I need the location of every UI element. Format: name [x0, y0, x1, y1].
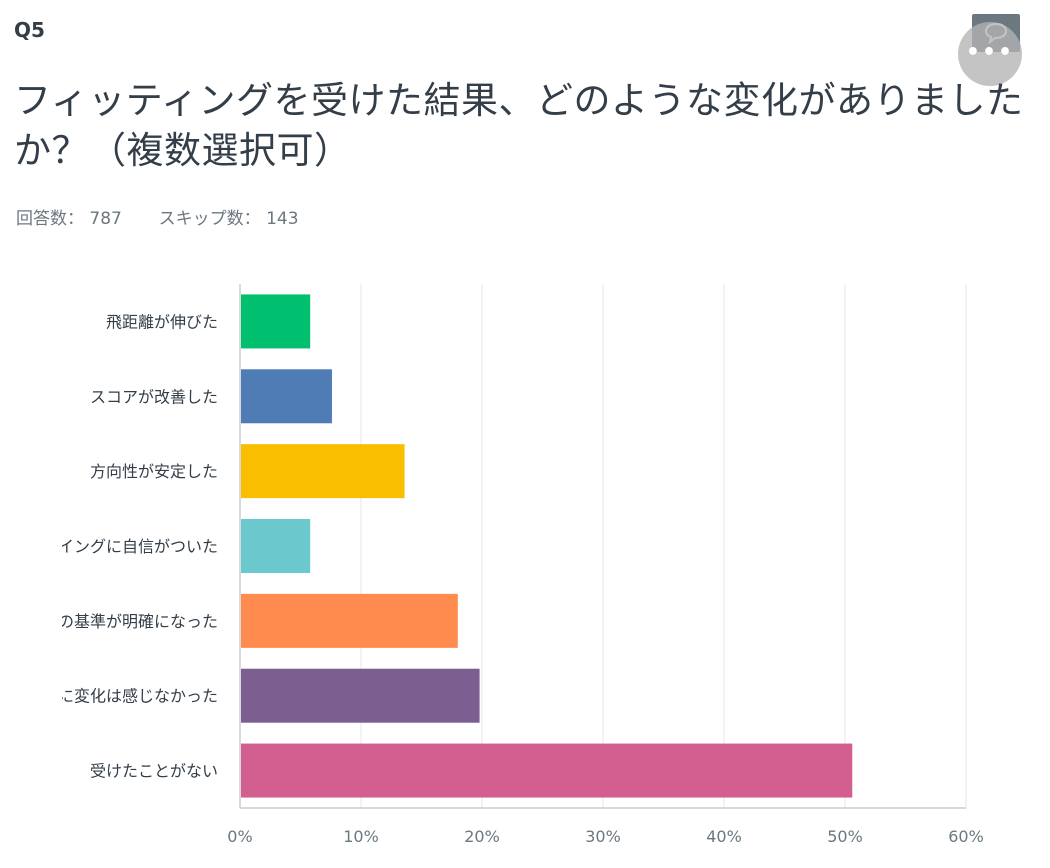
bar — [241, 444, 405, 499]
skipped-label: スキップ数： — [158, 209, 261, 229]
label-clip-mask — [0, 274, 62, 818]
x-tick-label: 0% — [227, 827, 252, 846]
category-label: 方向性が安定した — [90, 462, 218, 481]
x-tick-label: 60% — [948, 827, 984, 846]
bar — [241, 294, 311, 349]
more-dots-icon: ••• — [965, 40, 1015, 65]
category-label: 受けたことがない — [90, 762, 218, 781]
bar — [241, 593, 458, 648]
more-options-button[interactable]: ••• — [958, 22, 1022, 86]
bar — [241, 519, 311, 573]
question-title: フィッティングを受けた結果、どのような変化がありましたか？（複数選択可） — [14, 79, 1024, 172]
x-tick-label: 40% — [706, 827, 742, 846]
x-tick-label: 50% — [827, 827, 863, 846]
x-tick-label: 10% — [343, 827, 379, 846]
category-label: スイングに自信がついた — [42, 537, 218, 556]
x-tick-label: 30% — [585, 827, 621, 846]
bar — [241, 369, 332, 424]
bar — [241, 668, 480, 723]
answered-label: 回答数： — [16, 209, 84, 229]
response-stats: 回答数： 787 スキップ数： 143 — [16, 204, 299, 229]
category-label: 特に変化は感じなかった — [42, 687, 218, 706]
answered-count: 787 — [89, 209, 122, 229]
category-label: スコアが改善した — [90, 387, 218, 406]
question-number: Q5 — [14, 18, 45, 42]
bar — [241, 743, 853, 798]
x-tick-label: 20% — [464, 827, 500, 846]
category-label: 飛距離が伸びた — [106, 312, 218, 331]
skipped-count: 143 — [266, 209, 299, 229]
